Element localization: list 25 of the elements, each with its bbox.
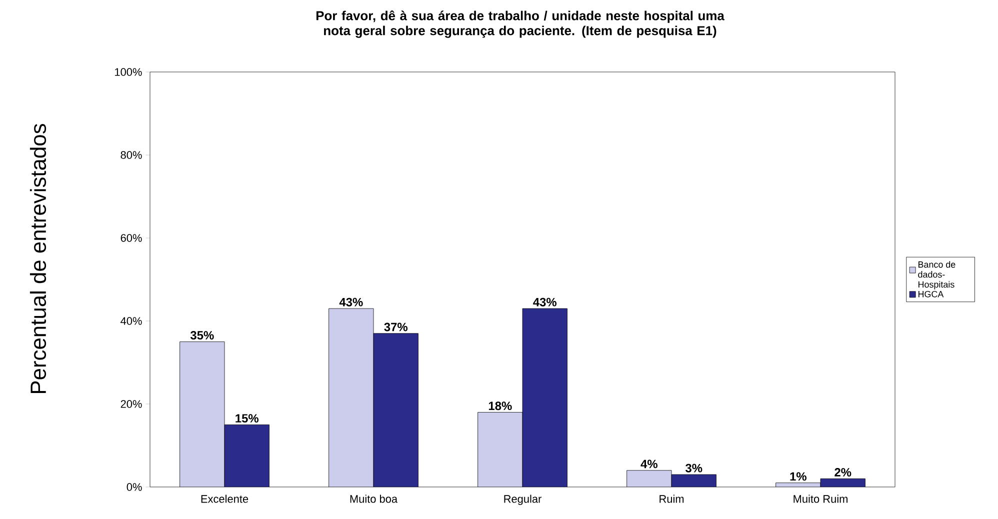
x-tick-label: Muito Ruim bbox=[794, 494, 848, 503]
y-axis-title: Percentual de entrevistados bbox=[30, 124, 46, 394]
data-label: 35% bbox=[190, 331, 214, 340]
data-label: 3% bbox=[686, 464, 702, 472]
data-label: 18% bbox=[488, 402, 512, 410]
data-label: 2% bbox=[834, 468, 852, 476]
x-tick-label: Regular bbox=[504, 494, 542, 505]
y-tick-label: 20% bbox=[120, 400, 142, 408]
x-tick-label: Muito boa bbox=[350, 494, 398, 503]
y-tick-label: 0% bbox=[126, 483, 142, 491]
y-tick-label: 100% bbox=[115, 68, 142, 76]
data-label: 15% bbox=[236, 414, 258, 423]
x-tick-label: Ruim bbox=[660, 494, 684, 503]
data-label: 43% bbox=[339, 298, 363, 306]
data-label: 37% bbox=[384, 322, 408, 332]
chart-title: Por favor, dê à sua área de trabalho / unidade neste hospital uma nota geral sobre segurança do paciente. (Item de pesquisa E1) bbox=[316, 10, 724, 38]
data-label: 4% bbox=[640, 460, 658, 468]
x-tick-label: Excelente bbox=[201, 494, 248, 503]
legend-label: HGCA bbox=[918, 290, 944, 298]
y-tick-label: 80% bbox=[120, 151, 142, 159]
y-tick-label: 60% bbox=[120, 234, 142, 242]
y-tick-label: 40% bbox=[120, 317, 142, 325]
data-label: 43% bbox=[533, 298, 556, 306]
data-label: 1% bbox=[790, 472, 806, 481]
legend-label: Banco de dados-Hospitais bbox=[918, 261, 956, 290]
